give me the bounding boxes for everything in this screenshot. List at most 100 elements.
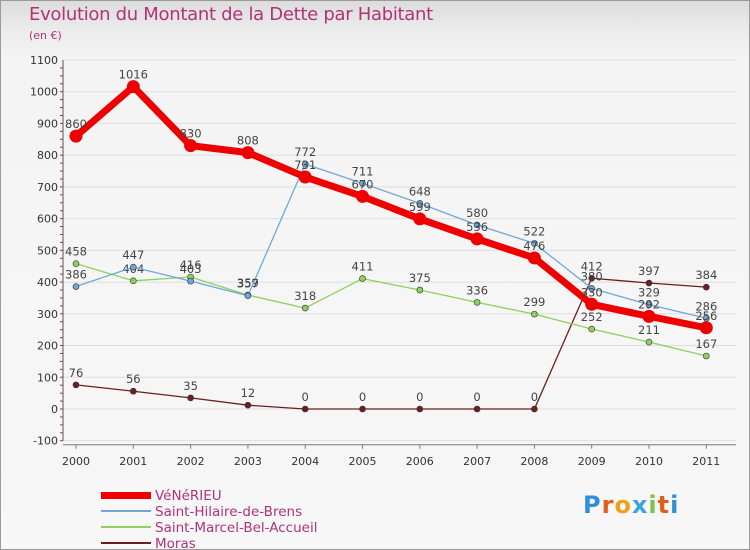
data-point-moras xyxy=(359,405,366,413)
x-tick-label: 2005 xyxy=(349,455,377,468)
data-label-saint-marcel-bel-accueil: 336 xyxy=(466,283,488,297)
x-tick-label: 2003 xyxy=(234,455,262,468)
data-point-venerieu xyxy=(527,251,541,265)
data-label-saint-hilaire-de-brens: 580 xyxy=(466,206,488,220)
x-tick-label: 2009 xyxy=(578,455,606,468)
data-point-venerieu xyxy=(241,146,255,160)
data-point-venerieu xyxy=(642,309,656,323)
data-label-moras: 0 xyxy=(416,390,423,404)
data-label-venerieu: 599 xyxy=(409,200,431,214)
data-label-venerieu: 860 xyxy=(65,117,87,131)
data-point-venerieu xyxy=(69,129,83,143)
y-tick-label: -100 xyxy=(33,435,58,448)
series-line-saint-hilaire-de-brens xyxy=(75,163,707,319)
data-point-saint-marcel-bel-accueil xyxy=(588,325,596,333)
data-label-moras: 76 xyxy=(69,366,84,380)
data-point-saint-marcel-bel-accueil xyxy=(359,275,366,282)
data-point-moras xyxy=(72,381,80,389)
data-label-saint-marcel-bel-accueil: 458 xyxy=(65,245,87,259)
y-tick-label: 500 xyxy=(37,244,58,257)
legend-label-saint-hilaire-de-brens: Saint-Hilaire-de-Brens xyxy=(155,504,303,520)
y-tick-label: 400 xyxy=(37,276,58,289)
data-point-moras xyxy=(416,405,424,413)
data-label-saint-hilaire-de-brens: 648 xyxy=(409,184,431,198)
data-point-saint-hilaire-de-brens xyxy=(645,301,653,308)
data-point-moras xyxy=(130,387,137,395)
data-label-moras: 12 xyxy=(241,386,256,400)
data-point-saint-marcel-bel-accueil xyxy=(702,352,710,360)
data-point-venerieu xyxy=(699,321,713,335)
logo-letter: o xyxy=(614,491,632,519)
data-label-moras: 0 xyxy=(531,390,538,404)
data-point-moras xyxy=(244,401,252,409)
y-tick-label: 300 xyxy=(37,308,58,321)
data-label-saint-marcel-bel-accueil: 411 xyxy=(352,260,374,274)
data-point-moras xyxy=(702,283,710,291)
data-point-saint-marcel-bel-accueil xyxy=(531,310,538,318)
data-label-venerieu: 731 xyxy=(294,158,316,172)
data-point-venerieu xyxy=(470,232,484,246)
data-point-saint-marcel-bel-accueil xyxy=(130,277,137,285)
data-label-saint-marcel-bel-accueil: 167 xyxy=(695,337,717,351)
data-label-moras: 397 xyxy=(638,264,660,278)
data-point-venerieu xyxy=(126,80,140,94)
data-point-moras xyxy=(187,394,194,402)
data-label-saint-marcel-bel-accueil: 299 xyxy=(523,295,545,309)
legend-swatch-moras xyxy=(101,542,151,544)
data-label-moras: 35 xyxy=(183,379,198,393)
data-point-saint-hilaire-de-brens xyxy=(702,314,710,322)
data-point-moras xyxy=(473,405,481,413)
proxiti-logo: Proxiti xyxy=(583,491,679,519)
y-tick-label: 1000 xyxy=(30,86,58,99)
data-point-venerieu xyxy=(356,189,369,203)
logo-letter: P xyxy=(583,491,602,519)
data-label-saint-marcel-bel-accueil: 359 xyxy=(237,276,259,290)
data-label-saint-hilaire-de-brens: 447 xyxy=(122,248,144,262)
y-tick-label: 0 xyxy=(51,403,58,416)
logo-letter: x xyxy=(631,491,649,519)
logo-letter: t xyxy=(657,491,671,519)
legend-swatch-venerieu xyxy=(101,492,151,499)
y-tick-label: 700 xyxy=(37,181,58,194)
x-tick-label: 2002 xyxy=(177,455,205,468)
data-point-venerieu xyxy=(413,212,427,226)
y-tick-label: 900 xyxy=(37,117,58,130)
logo-letter: r xyxy=(601,491,615,519)
data-label-saint-hilaire-de-brens: 286 xyxy=(695,299,717,313)
data-label-saint-hilaire-de-brens: 403 xyxy=(180,262,202,276)
data-point-saint-marcel-bel-accueil xyxy=(72,260,80,267)
series-line-saint-marcel-bel-accueil xyxy=(75,263,707,357)
data-label-moras: 412 xyxy=(581,259,603,273)
data-label-moras: 0 xyxy=(302,390,309,404)
y-tick-label: 200 xyxy=(37,340,58,353)
x-tick-label: 2001 xyxy=(119,455,147,468)
series-line-venerieu xyxy=(72,83,710,332)
data-point-saint-marcel-bel-accueil xyxy=(645,338,653,346)
data-point-venerieu xyxy=(298,170,312,184)
data-label-moras: 0 xyxy=(473,390,480,404)
data-label-venerieu: 256 xyxy=(695,309,717,323)
data-label-saint-hilaire-de-brens: 386 xyxy=(65,268,87,282)
y-tick-label: 1100 xyxy=(30,54,58,67)
x-tick-label: 2004 xyxy=(291,455,319,468)
data-label-venerieu: 292 xyxy=(638,297,660,311)
data-point-moras xyxy=(645,279,653,287)
data-point-saint-hilaire-de-brens xyxy=(187,277,194,285)
legend-swatch-saint-marcel-bel-accueil xyxy=(101,526,151,528)
data-label-venerieu: 808 xyxy=(237,134,259,148)
legend-label-moras: Moras xyxy=(155,536,196,550)
chart-unit: (en €) xyxy=(29,29,62,42)
x-tick-label: 2007 xyxy=(463,455,491,468)
data-label-saint-marcel-bel-accueil: 375 xyxy=(409,271,431,285)
data-point-saint-hilaire-de-brens xyxy=(301,160,309,168)
data-label-moras: 384 xyxy=(695,268,717,282)
y-tick-label: 100 xyxy=(37,371,58,384)
data-label-saint-marcel-bel-accueil: 416 xyxy=(180,258,202,272)
data-label-saint-hilaire-de-brens: 380 xyxy=(581,269,603,283)
x-tick-label: 2010 xyxy=(635,455,663,468)
x-tick-label: 2011 xyxy=(692,455,720,468)
y-tick-label: 600 xyxy=(37,213,58,226)
data-point-saint-hilaire-de-brens xyxy=(588,285,596,292)
series-line-moras xyxy=(75,277,707,410)
